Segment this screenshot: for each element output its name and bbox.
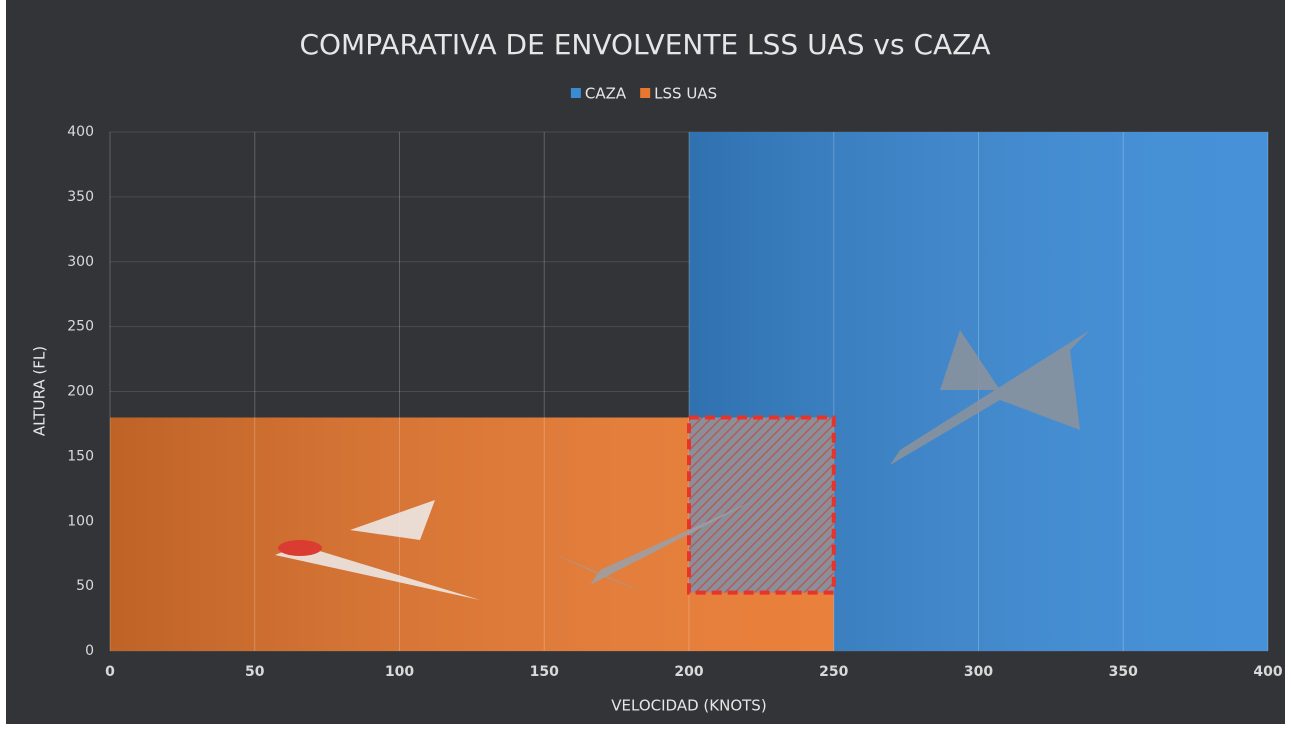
- y-tick-label: 150: [67, 448, 94, 464]
- x-tick-label: 350: [1109, 664, 1138, 680]
- chart-title: COMPARATIVA DE ENVOLVENTE LSS UAS vs CAZ…: [299, 28, 990, 61]
- x-tick-label: 200: [674, 664, 703, 680]
- x-tick-label: 50: [245, 664, 265, 680]
- page: {"chart_data": { "type": "area", "title"…: [0, 0, 1291, 729]
- x-tick-label: 250: [819, 664, 848, 680]
- y-tick-label: 400: [67, 124, 94, 140]
- overlap-region: [689, 417, 834, 592]
- x-tick-label: 0: [105, 664, 115, 680]
- legend-swatch: [640, 88, 650, 98]
- x-tick-label: 100: [385, 664, 414, 680]
- chart: COMPARATIVA DE ENVOLVENTE LSS UAS vs CAZ…: [0, 0, 1291, 729]
- x-axis-label: VELOCIDAD (KNOTS): [611, 697, 766, 715]
- legend-label: CAZA: [585, 85, 627, 103]
- y-tick-label: 100: [67, 513, 94, 529]
- legend-swatch: [571, 88, 581, 98]
- y-tick-label: 0: [85, 643, 94, 659]
- y-tick-label: 200: [67, 384, 94, 400]
- y-axis-label: ALTURA (FL): [31, 346, 49, 436]
- x-tick-label: 300: [964, 664, 993, 680]
- x-tick-label: 400: [1253, 664, 1282, 680]
- y-tick-label: 50: [76, 578, 94, 594]
- y-tick-label: 300: [67, 254, 94, 270]
- legend-label: LSS UAS: [654, 85, 717, 103]
- y-tick-label: 250: [67, 319, 94, 335]
- y-tick-label: 350: [67, 189, 94, 205]
- x-tick-label: 150: [530, 664, 559, 680]
